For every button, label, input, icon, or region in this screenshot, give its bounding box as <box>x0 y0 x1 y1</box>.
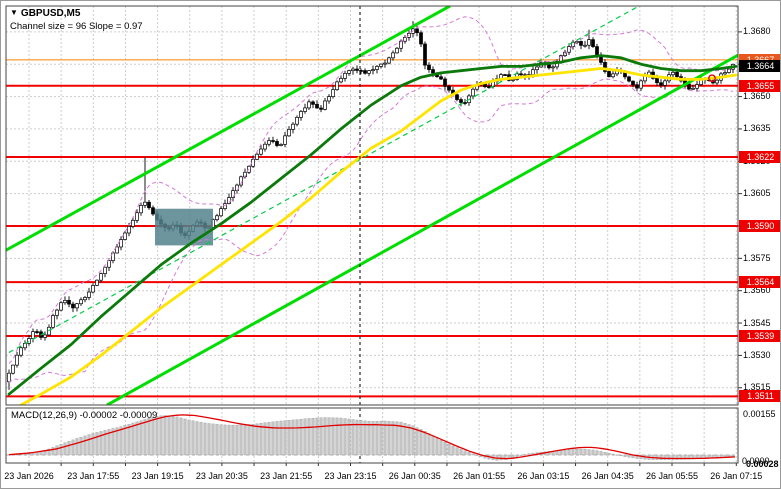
current-price-badge: 1.3664 <box>739 60 780 73</box>
price-level-badge: 1.3539 <box>739 329 780 342</box>
time-axis-label: 23 Jan 19:15 <box>131 471 184 481</box>
price-level-badge: 1.3655 <box>739 79 780 92</box>
macd-header-label: MACD(12,26,9) -0.00002 -0.00009 <box>11 410 158 421</box>
price-tick-label: 1.3530 <box>743 349 771 360</box>
time-axis-label: 26 Jan 05:55 <box>645 471 699 481</box>
price-tick-label: 1.3515 <box>743 382 771 393</box>
price-level-badge: 1.3590 <box>739 219 780 232</box>
symbol-dropdown-icon[interactable]: ▼ <box>10 8 18 17</box>
symbol-label: GBPUSD,M5 <box>20 8 81 19</box>
time-axis-label: 23 Jan 20:35 <box>195 471 248 481</box>
price-tick-label: 1.3560 <box>743 285 771 296</box>
price-tick-label: 1.3635 <box>743 123 771 134</box>
time-axis-label: 23 Jan 17:55 <box>67 471 120 481</box>
price-tick-label: 1.3605 <box>743 188 771 199</box>
macd-value-label: 0.00028 <box>746 459 779 469</box>
time-axis-label: 26 Jan 03:15 <box>517 471 570 481</box>
time-axis-label: 26 Jan 07:15 <box>710 471 763 481</box>
price-level-badge: 1.3622 <box>739 150 780 163</box>
symbol-header: ▼ GBPUSD,M5 <box>10 7 80 20</box>
macd-scale-max-label: 0.00155 <box>743 409 776 420</box>
price-tick-label: 1.3650 <box>743 91 771 102</box>
time-axis-label: 23 Jan 21:55 <box>260 471 313 481</box>
time-axis-label: 26 Jan 04:35 <box>581 471 634 481</box>
price-tick-label: 1.3545 <box>743 317 771 328</box>
price-level-badge: 1.3511 <box>739 390 780 403</box>
channel-info-label: Channel size = 96 Slope = 0.97 <box>10 21 143 32</box>
time-axis-label: 23 Jan 2026 <box>4 471 54 481</box>
price-level-badge: 1.3564 <box>739 276 780 289</box>
price-tick-label: 1.3680 <box>743 26 771 37</box>
macd-zero-label: 0.0000 <box>742 456 770 466</box>
time-axis-label: 26 Jan 01:55 <box>453 471 506 481</box>
price-tick-label: 1.3575 <box>743 252 771 263</box>
time-axis-label: 26 Jan 00:35 <box>388 471 441 481</box>
time-axis-label: 23 Jan 23:15 <box>324 471 377 481</box>
